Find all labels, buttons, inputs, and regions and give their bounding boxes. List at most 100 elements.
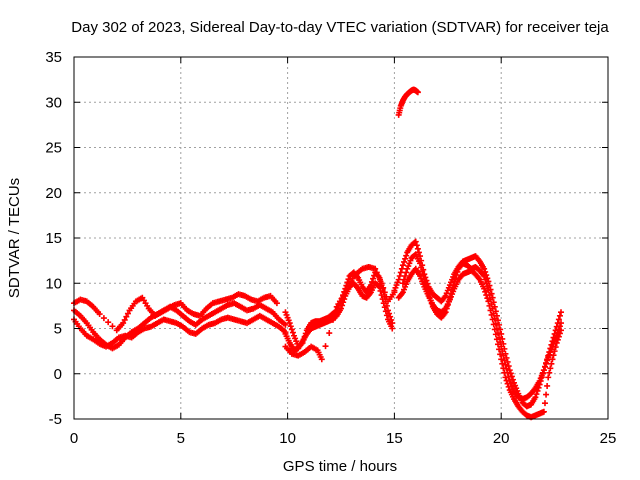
data-point [541, 363, 548, 370]
y-axis-label: SDTVAR / TECUs [6, 178, 23, 298]
data-point [505, 373, 512, 380]
data-point [494, 330, 501, 337]
x-tick-label: 20 [493, 430, 510, 447]
x-tick-label: 10 [279, 430, 296, 447]
data-point [554, 329, 561, 336]
data-point [555, 326, 562, 333]
data-point [123, 313, 130, 320]
data-point [124, 310, 131, 317]
data-point [498, 330, 505, 337]
data-point [498, 343, 505, 350]
data-point [338, 305, 344, 312]
data-point [504, 369, 511, 376]
data-point [109, 323, 116, 330]
grid-lines [74, 57, 608, 419]
data-point [120, 320, 127, 327]
data-point [96, 311, 103, 318]
data-point [403, 269, 410, 276]
series-track-8 [395, 265, 565, 421]
data-point [493, 325, 500, 332]
data-point [418, 264, 425, 271]
data-point [339, 302, 346, 309]
data-point [398, 265, 405, 272]
data-point [492, 320, 499, 327]
data-point [452, 275, 459, 282]
data-point [486, 292, 493, 299]
data-point [540, 408, 547, 415]
data-point [373, 269, 380, 276]
data-point [397, 269, 404, 276]
data-point [389, 325, 396, 332]
data-point [482, 288, 489, 295]
series-track-5 [282, 280, 396, 354]
x-tick-label: 25 [600, 430, 617, 447]
data-point [532, 394, 539, 401]
chart-title: Day 302 of 2023, Sidereal Day-to-day VTE… [71, 19, 609, 36]
data-point [551, 348, 558, 355]
data-points [71, 86, 565, 421]
data-point [501, 357, 508, 364]
x-axis-label: GPS time / hours [283, 458, 397, 475]
data-point [370, 275, 377, 282]
data-point [488, 301, 495, 308]
data-point [558, 309, 565, 316]
y-tick-label: 5 [54, 321, 62, 338]
series-track-1 [71, 312, 289, 350]
data-point [424, 287, 431, 294]
data-point [481, 265, 488, 272]
data-point [541, 400, 548, 407]
data-point [426, 294, 433, 301]
data-point [451, 278, 458, 285]
data-point [121, 316, 128, 323]
axis-ticks: 0 5 10 15 20 25 -5 0 5 10 15 20 25 30 35 [45, 49, 616, 447]
data-point [340, 299, 347, 306]
data-point [484, 295, 491, 302]
data-point [401, 276, 408, 283]
data-point [402, 255, 409, 262]
data-point [378, 280, 385, 287]
data-point [545, 374, 552, 381]
data-point [425, 291, 432, 298]
data-point [379, 296, 386, 303]
series-track-6 [282, 263, 398, 363]
data-point [558, 320, 565, 327]
data-point [446, 294, 453, 301]
data-point [543, 391, 550, 398]
data-point [105, 319, 112, 326]
data-point [100, 315, 107, 322]
data-point [402, 273, 409, 280]
data-point [489, 305, 496, 312]
data-point [481, 273, 488, 280]
data-point [340, 292, 347, 299]
data-point [556, 323, 563, 330]
y-tick-label: 25 [45, 140, 62, 157]
data-point [487, 296, 494, 303]
data-point [449, 286, 456, 293]
data-point [421, 276, 428, 283]
data-point [419, 268, 426, 275]
data-point [415, 249, 422, 256]
data-point [403, 252, 410, 259]
data-point [414, 89, 421, 96]
data-point [383, 312, 390, 319]
data-point [544, 357, 551, 364]
data-point [318, 356, 325, 363]
data-point [503, 365, 510, 372]
data-point [343, 286, 350, 293]
data-point [329, 316, 336, 323]
data-point [443, 305, 450, 312]
data-point [382, 308, 389, 315]
data-point [553, 332, 560, 339]
data-point [497, 339, 504, 346]
data-point [499, 348, 506, 355]
x-tick-label: 0 [70, 430, 78, 447]
series-track-10 [395, 86, 421, 118]
data-point [494, 317, 501, 324]
data-point [372, 265, 379, 272]
data-point [289, 329, 296, 336]
data-point [288, 326, 295, 333]
data-point [484, 283, 491, 290]
data-point [544, 382, 551, 389]
series-track-3 [71, 291, 280, 334]
